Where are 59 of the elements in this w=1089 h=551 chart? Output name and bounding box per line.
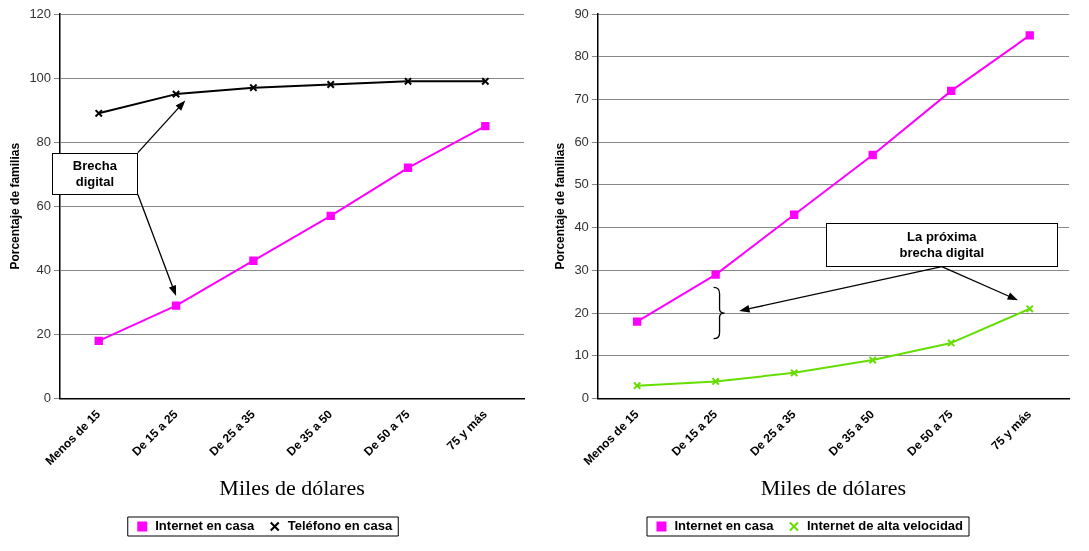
point [326,80,335,89]
x-tick-label: De 25 a 35 [747,406,799,459]
legend-label: Teléfono en casa [287,518,394,534]
y-tick-label: 80 [36,133,52,149]
y-tick-label: 20 [36,325,52,341]
point [326,211,335,221]
point [632,317,642,326]
y-tick-label: 20 [574,304,589,320]
annotation: La próxima brecha digital [898,228,986,261]
x-tick-label: De 50 a 75 [361,406,413,459]
y-tick-label: 60 [574,133,589,149]
annotation: Brecha digital [71,157,118,190]
y-tick-label: 30 [574,261,589,277]
point [171,301,181,310]
point [249,83,258,92]
x-tick-label: De 35 a 50 [825,406,878,459]
x-axis-title: Miles de dólares [760,474,907,500]
y-tick-label: 60 [36,197,52,213]
y-tick-label: 0 [43,390,52,406]
x-tick-label: De 25 a 35 [206,406,259,459]
point [711,377,720,386]
point [868,150,877,160]
y-tick-label: 0 [581,390,589,406]
x-tick-label: De 15 a 25 [668,406,721,459]
x-axis-title: Miles de dólares [219,474,365,500]
point [249,256,258,265]
y-tick-label: 70 [574,91,589,107]
point [789,210,799,219]
point [94,336,103,345]
point [403,77,413,86]
y-tick-label: 100 [29,69,52,85]
point [711,270,720,279]
x-tick-label: De 35 a 50 [283,406,336,459]
point [868,355,877,365]
point [481,121,490,131]
y-tick-label: 80 [574,48,589,64]
y-tick-label: 50 [574,176,589,192]
legend-label: Internet de alta velocidad [806,518,964,534]
point [171,89,181,99]
y-tick-label: 120 [29,5,52,21]
x-tick-label: De 15 a 25 [129,406,181,459]
y-axis-title: Porcentaje de familias [7,142,22,270]
point [632,381,642,390]
legend-label: Internet en casa [155,518,256,534]
x-tick-label: De 50 a 75 [904,406,956,459]
point [1025,31,1034,40]
point [94,109,103,118]
legend-label: Internet en casa [674,518,775,534]
point [1025,304,1034,313]
point [789,368,799,378]
y-tick-label: 40 [574,219,589,235]
y-tick-label: 40 [36,261,52,277]
y-axis-title: Porcentaje de familias [552,142,567,270]
point [947,86,956,96]
point [403,163,413,172]
point [947,338,956,348]
point [481,77,490,86]
y-tick-label: 10 [574,347,589,363]
y-tick-label: 90 [574,5,589,21]
